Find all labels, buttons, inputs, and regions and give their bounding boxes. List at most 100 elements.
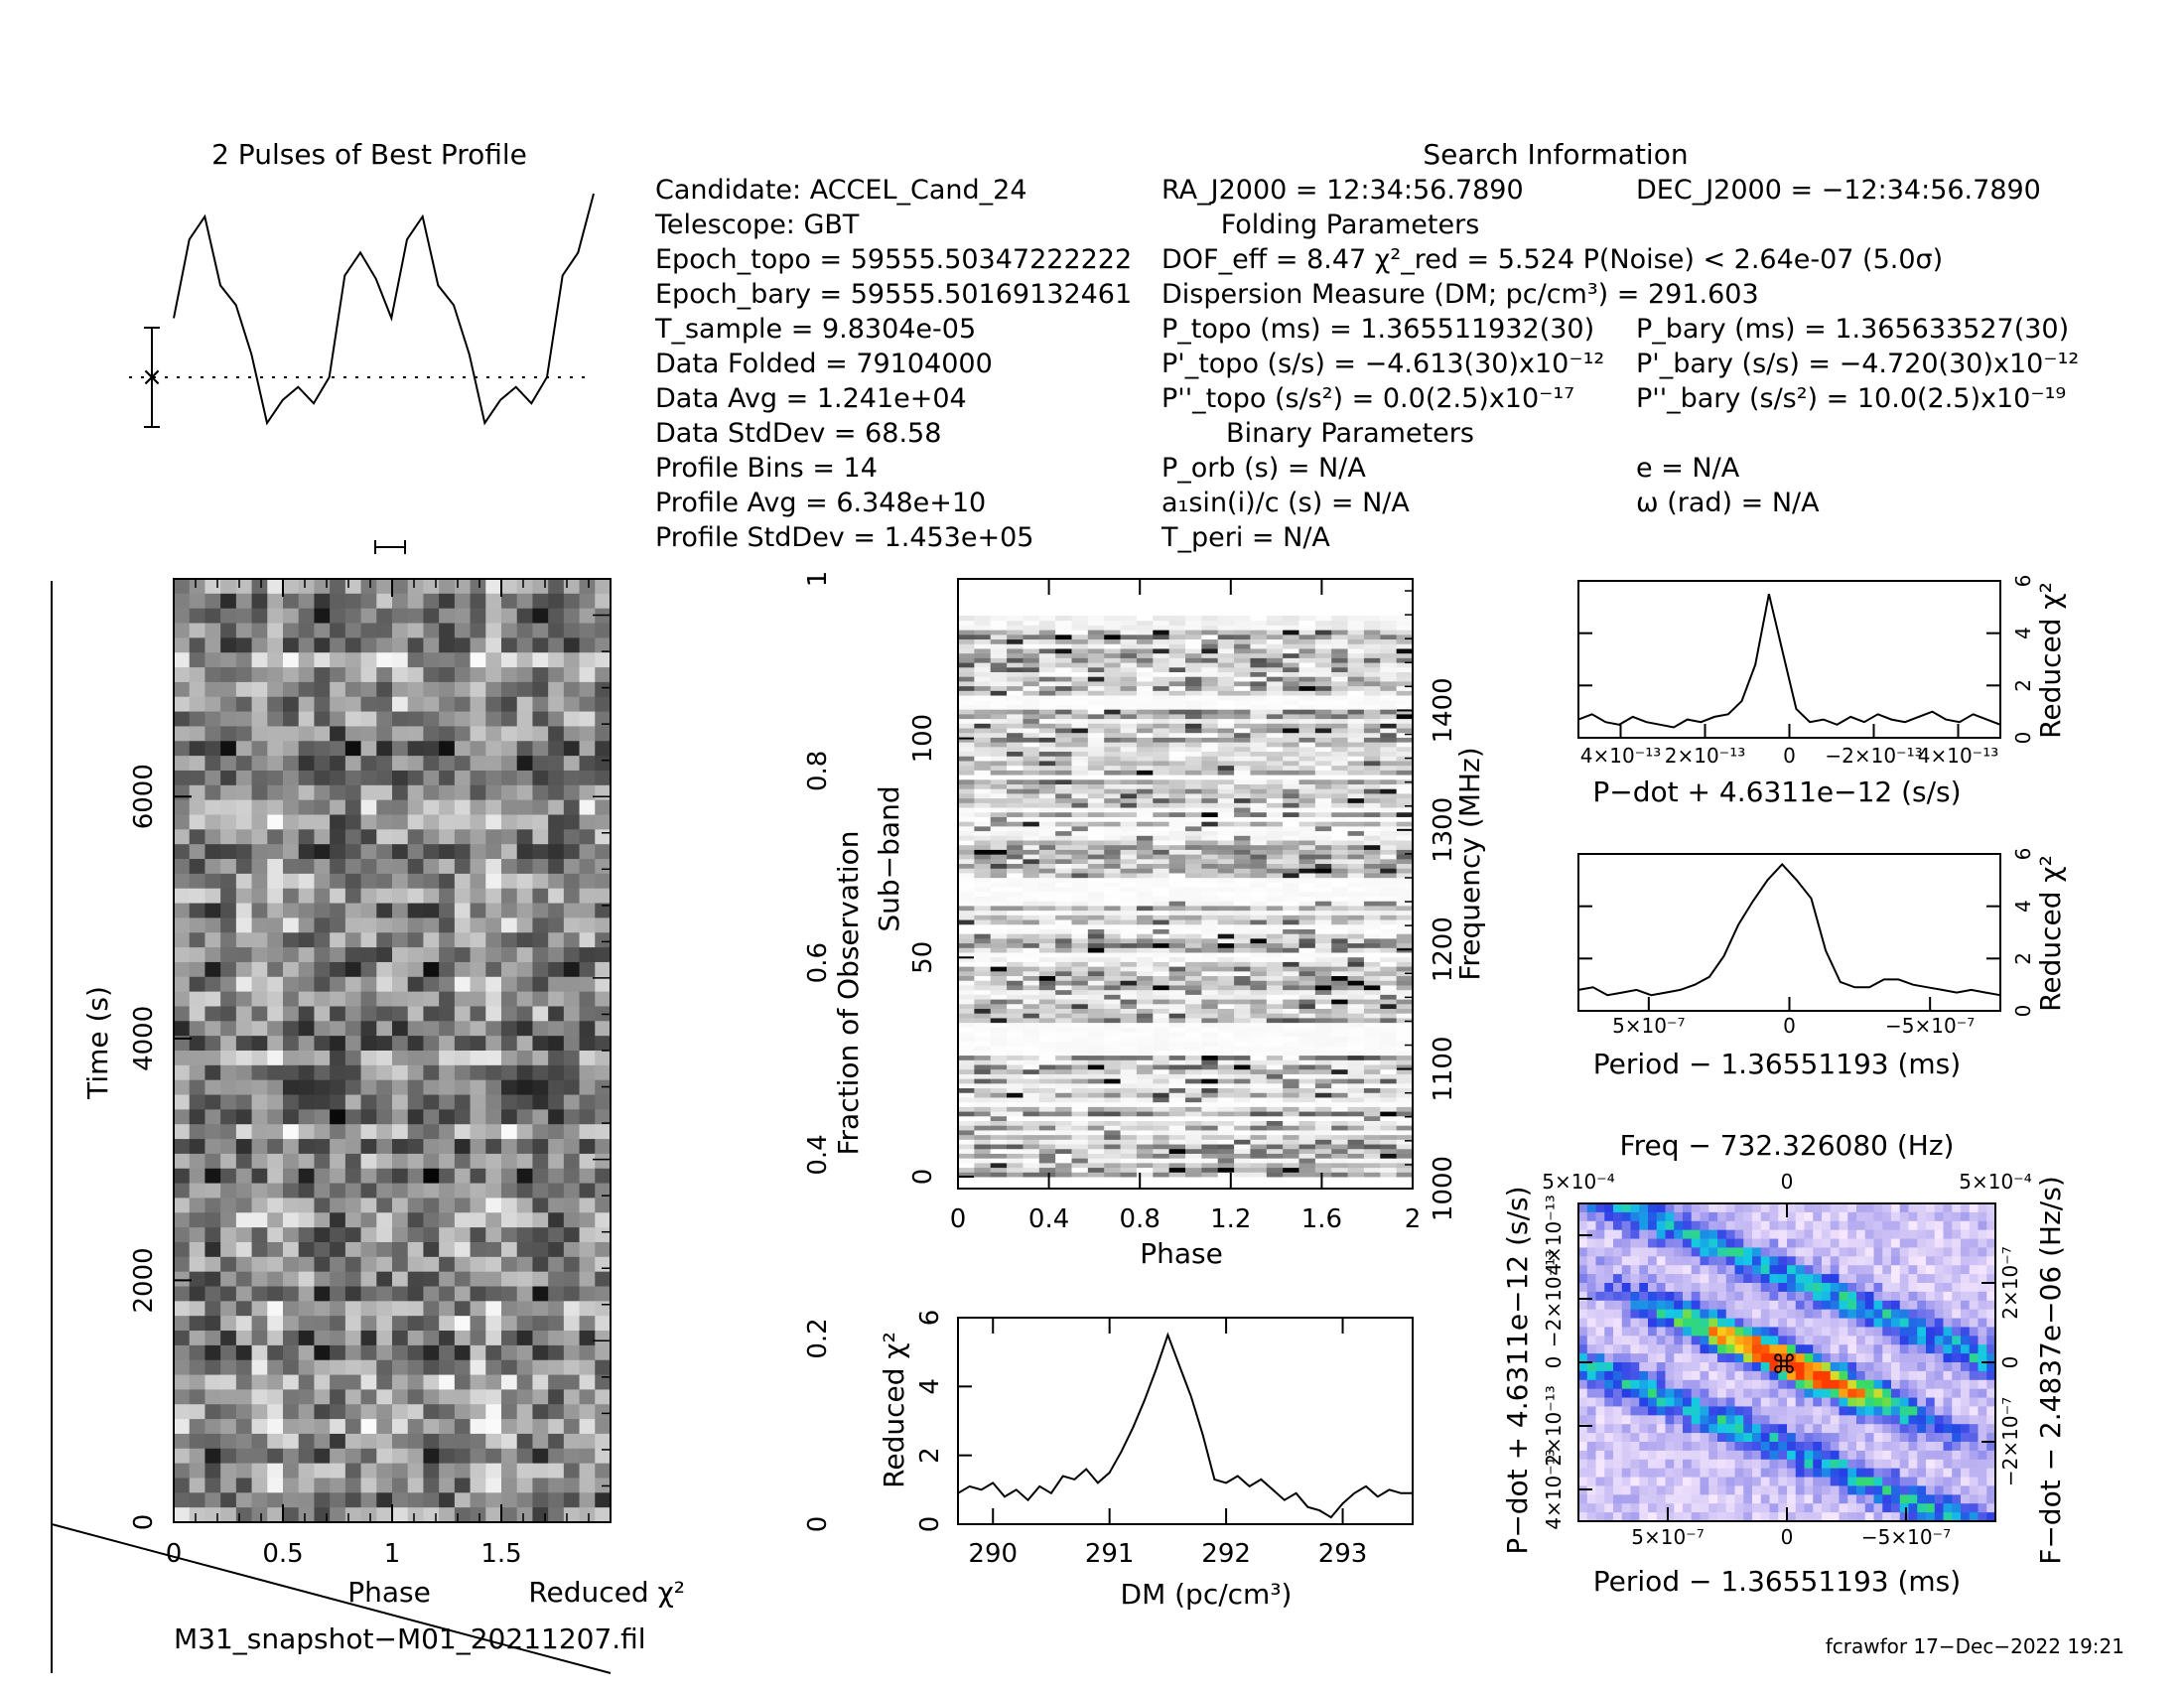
subband-cell <box>1380 990 1397 995</box>
time-phase-cell <box>174 594 190 609</box>
subband-cell <box>1104 681 1121 686</box>
subband-cell <box>1088 788 1105 793</box>
time-phase-cell <box>408 624 424 638</box>
subband-cell <box>1153 761 1169 766</box>
subband-cell <box>1315 985 1332 990</box>
subband-cell <box>1299 897 1316 902</box>
subband-cell <box>1007 938 1024 943</box>
time-phase-cell <box>423 1095 439 1110</box>
time-phase-cell <box>485 1154 501 1169</box>
time-phase-cell <box>190 1345 205 1360</box>
time-phase-cell <box>564 1006 580 1021</box>
subband-cell <box>1267 943 1284 948</box>
subband-cell <box>1364 1051 1381 1056</box>
subband-cell <box>1104 938 1121 943</box>
subband-cell <box>1169 976 1186 981</box>
subband-cell <box>1072 719 1089 724</box>
time-phase-cell <box>595 1434 611 1449</box>
time-phase-cell <box>361 697 377 712</box>
subband-cell <box>1380 733 1397 738</box>
subband-cell <box>1055 1073 1072 1078</box>
subband-cell <box>1137 737 1154 742</box>
time-phase-cell <box>532 1478 548 1492</box>
time-phase-cell <box>376 785 392 800</box>
time-phase-cell <box>501 1212 517 1227</box>
subband-cell <box>1153 816 1169 821</box>
subband-cell <box>1007 686 1024 691</box>
subband-cell <box>991 700 1008 705</box>
subband-cell <box>1153 1130 1169 1135</box>
time-phase-cell <box>361 1507 377 1522</box>
time-phase-cell <box>252 771 268 785</box>
subband-cell <box>991 695 1008 700</box>
subband-cell <box>1267 915 1284 919</box>
time-phase-cell <box>595 1507 611 1522</box>
time-phase-cell <box>236 1095 252 1110</box>
subband-cell <box>1169 873 1186 878</box>
time-phase-cell <box>376 756 392 771</box>
time-phase-cell <box>580 1360 596 1375</box>
subband-cell <box>1055 807 1072 812</box>
time-phase-cell <box>423 637 439 652</box>
subband-cell <box>1153 752 1169 757</box>
subband-cell <box>1299 784 1316 789</box>
subband-cell <box>1088 1023 1105 1028</box>
subband-cell <box>1201 957 1218 962</box>
subband-cell <box>1169 928 1186 933</box>
subband-cell <box>1104 676 1121 681</box>
time-phase-cell <box>485 992 501 1007</box>
subband-cell <box>1283 1051 1299 1056</box>
subband-cell <box>1121 747 1138 752</box>
time-phase-cell <box>220 1316 236 1331</box>
subband-cell <box>1234 976 1251 981</box>
subband-cell <box>1007 1106 1024 1111</box>
subband-cell <box>1169 938 1186 943</box>
subband-cell <box>1234 887 1251 892</box>
subband-cell <box>1218 1069 1235 1074</box>
time-phase-cell <box>595 756 611 771</box>
time-phase-cell <box>205 609 220 624</box>
subband-cell <box>1039 756 1056 761</box>
subband-cell <box>1315 952 1332 957</box>
subband-cell <box>1283 779 1299 784</box>
subband-cell <box>1169 1111 1186 1116</box>
time-phase-cell <box>548 904 564 918</box>
time-phase-cell <box>345 904 361 918</box>
time-phase-cell <box>283 1065 299 1080</box>
time-phase-cell <box>517 1227 533 1242</box>
subband-cell <box>1153 1004 1169 1009</box>
time-phase-cell <box>485 1345 501 1360</box>
time-phase-cell <box>392 917 408 932</box>
subband-cell <box>1315 831 1332 836</box>
time-phase-cell <box>455 785 471 800</box>
subband-cell <box>1267 816 1284 821</box>
subband-cell <box>1185 788 1202 793</box>
subband-cell <box>1007 798 1024 803</box>
subband-cell <box>1218 733 1235 738</box>
time-phase-cell <box>471 932 486 947</box>
time-phase-cell <box>330 579 345 594</box>
subband-cell <box>1364 966 1381 971</box>
time-phase-cell <box>330 1198 345 1212</box>
subband-cell <box>1315 766 1332 771</box>
subband-cell <box>1348 990 1365 995</box>
subband-cell <box>1153 1139 1169 1144</box>
subband-cell <box>1169 788 1186 793</box>
subband-cell <box>1121 849 1138 854</box>
time-phase-cell <box>408 1242 424 1257</box>
subband-cell <box>1348 911 1365 916</box>
subband-cell <box>1055 784 1072 789</box>
subband-cell <box>1104 686 1121 691</box>
subband-cell <box>1007 873 1024 878</box>
time-phase-cell <box>345 1065 361 1080</box>
subband-cell <box>1201 723 1218 728</box>
time-phase-cell <box>580 741 596 756</box>
subband-cell <box>1283 784 1299 789</box>
subband-cell <box>1153 1097 1169 1102</box>
subband-cell <box>1218 999 1235 1004</box>
subband-cell <box>958 1163 975 1168</box>
subband-cell <box>1121 906 1138 911</box>
time-phase-cell <box>252 579 268 594</box>
subband-cell <box>1201 1102 1218 1107</box>
time-phase-cell <box>299 1492 315 1507</box>
